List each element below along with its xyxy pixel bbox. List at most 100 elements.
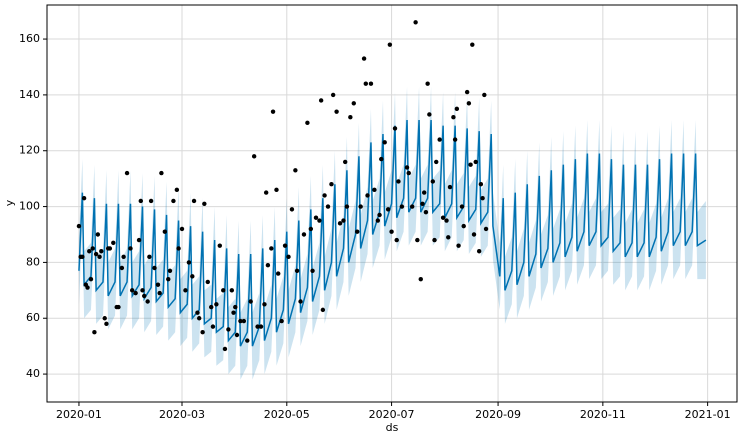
observed-point (317, 218, 322, 223)
observed-point (341, 218, 346, 223)
y-tick-label: 140 (19, 88, 40, 101)
observed-point (263, 190, 269, 195)
y-axis-label: y (3, 199, 16, 206)
observed-point (385, 207, 391, 212)
observed-point (355, 229, 360, 234)
observed-point (202, 201, 207, 206)
observed-point (129, 288, 135, 293)
observed-point (262, 302, 267, 307)
observed-point (372, 187, 377, 193)
observed-point (459, 204, 465, 209)
observed-point (294, 268, 300, 273)
observed-point (348, 115, 353, 120)
observed-point (329, 182, 334, 187)
observed-point (214, 302, 219, 307)
observed-point (452, 137, 458, 142)
observed-point (176, 246, 181, 251)
observed-point (308, 226, 314, 232)
observed-point (461, 223, 466, 229)
observed-point (140, 288, 145, 293)
observed-point (476, 249, 482, 254)
observed-point (119, 265, 125, 271)
observed-point (136, 237, 142, 243)
forecast-line (78, 119, 707, 347)
observed-point (258, 324, 264, 329)
observed-point (107, 246, 113, 251)
observed-point (276, 271, 281, 276)
observed-point (293, 168, 298, 173)
x-axis-label: ds (386, 421, 399, 434)
observed-point (116, 304, 121, 310)
observed-point (195, 310, 200, 315)
observed-point (282, 243, 288, 248)
observed-point (226, 327, 231, 332)
observed-point (404, 165, 410, 170)
observed-point (337, 221, 343, 226)
observed-point (147, 254, 152, 260)
observed-point (473, 159, 478, 165)
y-tick-label: 120 (19, 144, 40, 157)
observed-point (145, 299, 150, 304)
observed-point (423, 209, 429, 215)
observed-point (190, 274, 195, 279)
y-tick-label: 160 (19, 32, 40, 45)
observed-point (200, 330, 205, 335)
observed-point (88, 276, 94, 282)
y-tick-label: 80 (26, 255, 40, 268)
observed-point (427, 112, 432, 117)
observed-point (179, 226, 185, 232)
observed-point (420, 201, 425, 206)
observed-point (251, 154, 257, 159)
observed-point (444, 218, 449, 223)
observed-point (468, 162, 473, 167)
observed-point (358, 204, 363, 209)
observed-point (470, 42, 475, 47)
observed-point (95, 232, 101, 237)
observed-point (344, 204, 350, 209)
y-tick-label: 60 (26, 311, 40, 324)
observed-point (76, 223, 82, 229)
x-tick-label: 2020-11 (580, 408, 626, 421)
observed-point (209, 304, 214, 310)
observed-point (191, 198, 197, 204)
x-tick-label: 2020-03 (159, 408, 205, 421)
observed-point (413, 20, 418, 25)
x-tick-label: 2021-01 (685, 408, 731, 421)
x-tick-label: 2020-09 (475, 408, 521, 421)
observed-point (342, 159, 348, 165)
observed-point (480, 195, 485, 201)
observed-point (97, 254, 102, 260)
observed-point (409, 204, 415, 209)
observed-point (133, 290, 138, 296)
observed-point (245, 338, 250, 343)
observed-point (365, 193, 370, 198)
observed-point (418, 276, 423, 282)
observed-point (183, 288, 188, 293)
observed-point (92, 330, 97, 335)
observed-point (102, 316, 107, 321)
observed-point (111, 240, 116, 246)
observed-point (157, 290, 162, 296)
observed-point (233, 304, 238, 310)
observed-point (221, 288, 226, 293)
observed-point (377, 212, 382, 218)
observed-point (279, 318, 284, 324)
observed-point (432, 237, 437, 243)
observed-point (148, 198, 154, 204)
observed-point (394, 237, 399, 243)
observed-point (171, 198, 176, 204)
observed-point (454, 106, 460, 112)
plot-frame (46, 4, 738, 403)
observed-point (466, 101, 472, 106)
observed-point (375, 218, 381, 223)
observed-point (238, 318, 243, 324)
observed-point (451, 115, 456, 120)
observed-point (334, 109, 339, 114)
observed-point (85, 285, 90, 290)
observed-point (186, 260, 192, 265)
x-tick-label: 2020-05 (264, 408, 310, 421)
observed-point (81, 195, 87, 201)
observed-point (368, 81, 374, 86)
